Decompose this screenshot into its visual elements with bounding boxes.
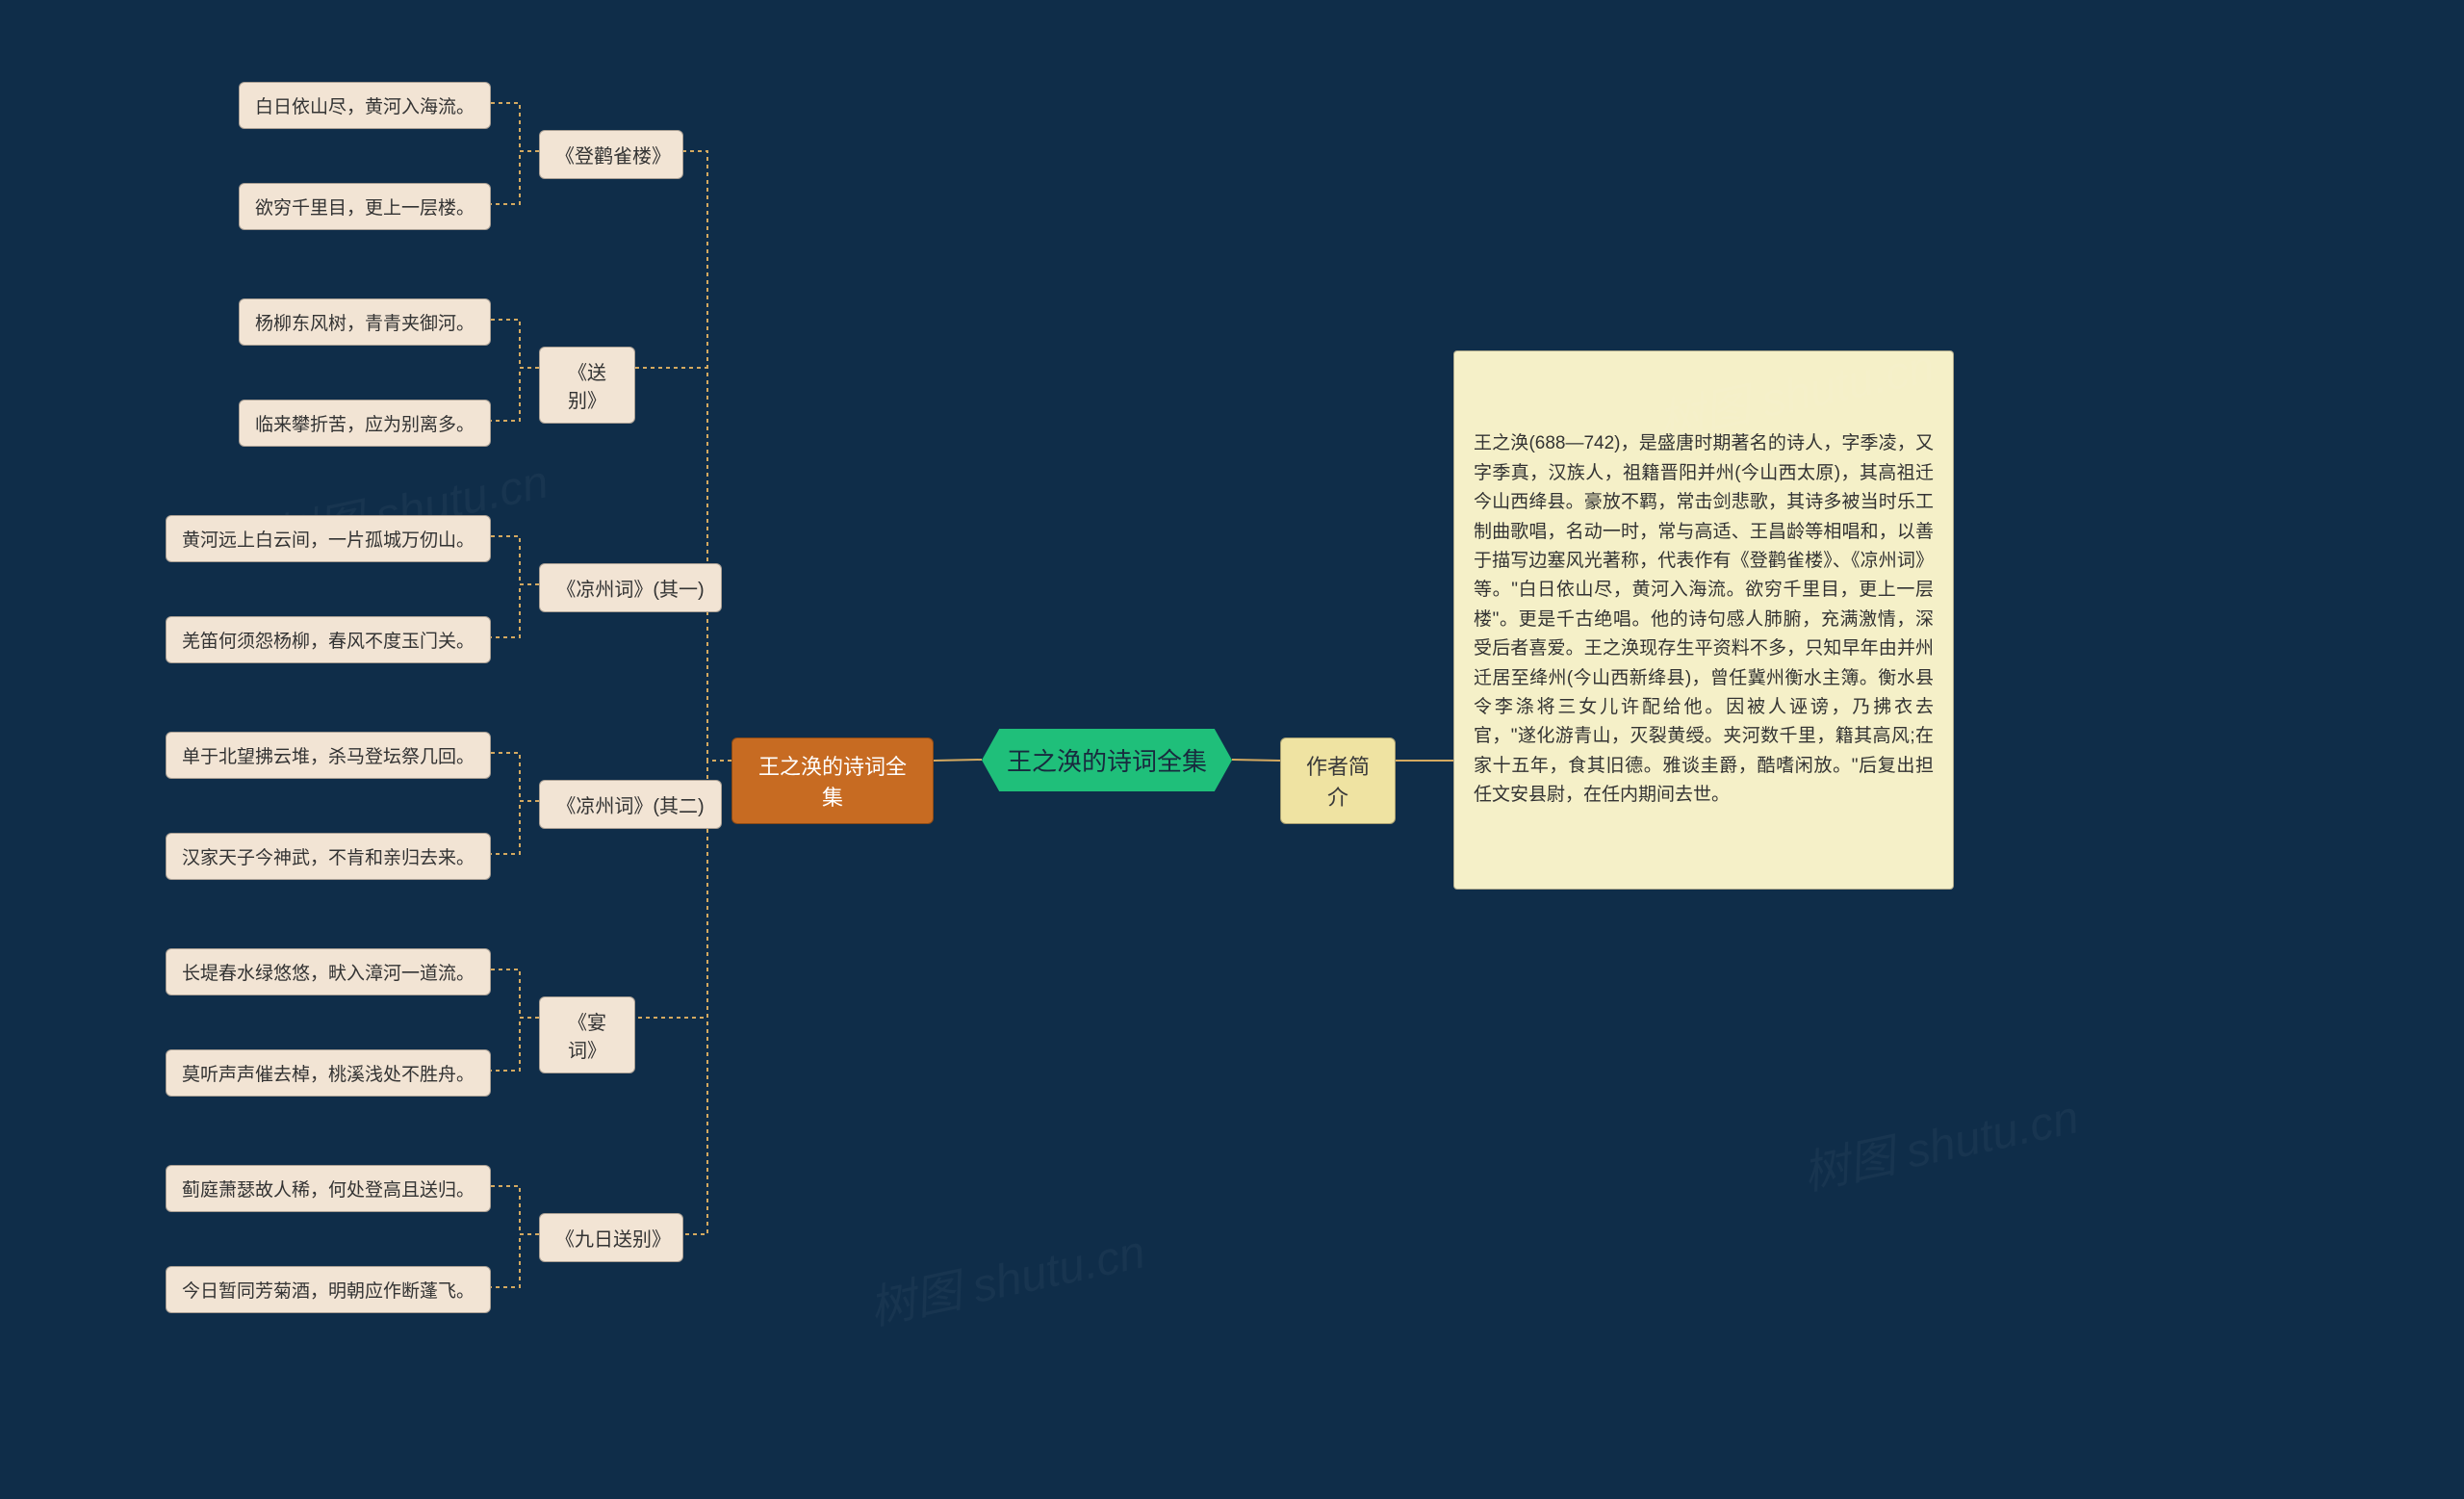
root-node: 王之涣的诗词全集 — [982, 729, 1232, 791]
poem-title-node: 《九日送别》 — [539, 1213, 683, 1262]
watermark: 树图 shutu.cn — [862, 1214, 1150, 1338]
poem-title-node: 《宴词》 — [539, 996, 635, 1073]
poem-line-node: 杨柳东风树，青青夹御河。 — [239, 298, 491, 346]
poem-line-node: 蓟庭萧瑟故人稀，何处登高且送归。 — [166, 1165, 491, 1212]
poem-line-node: 羌笛何须怨杨柳，春风不度玉门关。 — [166, 616, 491, 663]
branch-right-label: 作者简介 — [1298, 750, 1377, 812]
bio-text: 王之涣(688—742)，是盛唐时期著名的诗人，字季凌，又字季真，汉族人，祖籍晋… — [1474, 429, 1934, 810]
branch-left-label: 王之涣的诗词全集 — [750, 750, 915, 812]
branch-right-node: 作者简介 — [1280, 737, 1396, 824]
poem-line-node: 汉家天子今神武，不肯和亲归去来。 — [166, 833, 491, 880]
branch-left-node: 王之涣的诗词全集 — [732, 737, 934, 824]
root-label: 王之涣的诗词全集 — [1007, 742, 1207, 778]
poem-line-node: 单于北望拂云堆，杀马登坛祭几回。 — [166, 732, 491, 779]
poem-line-node: 长堤春水绿悠悠，畎入漳河一道流。 — [166, 948, 491, 995]
poem-line-node: 莫听声声催去棹，桃溪浅处不胜舟。 — [166, 1049, 491, 1097]
bio-node: 王之涣(688—742)，是盛唐时期著名的诗人，字季凌，又字季真，汉族人，祖籍晋… — [1453, 350, 1954, 890]
poem-line-node: 白日依山尽，黄河入海流。 — [239, 82, 491, 129]
poem-title-node: 《凉州词》(其二) — [539, 780, 722, 829]
poem-line-node: 临来攀折苦，应为别离多。 — [239, 400, 491, 447]
poem-line-node: 黄河远上白云间，一片孤城万仞山。 — [166, 515, 491, 562]
poem-title-node: 《登鹳雀楼》 — [539, 130, 683, 179]
watermark: 树图 shutu.cn — [1796, 1079, 2084, 1203]
poem-title-node: 《凉州词》(其一) — [539, 563, 722, 612]
poem-line-node: 今日暂同芳菊酒，明朝应作断蓬飞。 — [166, 1266, 491, 1313]
poem-title-node: 《送别》 — [539, 347, 635, 424]
poem-line-node: 欲穷千里目，更上一层楼。 — [239, 183, 491, 230]
